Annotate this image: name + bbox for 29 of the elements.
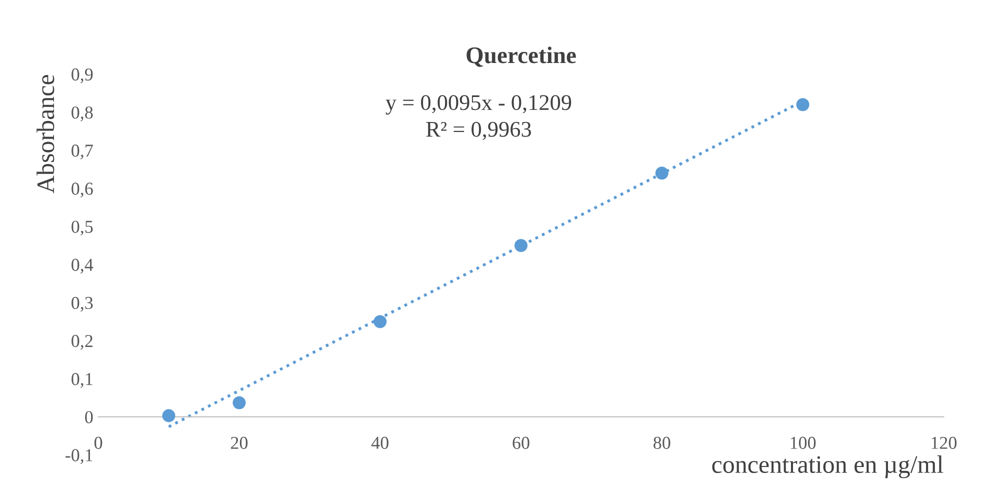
y-tick-label: 0,7 bbox=[72, 144, 93, 160]
y-tick-label: 0,9 bbox=[72, 68, 93, 84]
point bbox=[232, 396, 246, 410]
point bbox=[796, 98, 810, 112]
x-tick-label: 60 bbox=[512, 436, 530, 449]
y-tick-label: 0 bbox=[85, 411, 93, 424]
y-tick-label: -0,1 bbox=[66, 449, 92, 464]
annotation: y = 0,0095x - 0,1209 bbox=[386, 95, 572, 115]
x-tick-label: 80 bbox=[654, 436, 670, 449]
y-tick-label: 0,5 bbox=[72, 220, 93, 236]
point bbox=[162, 409, 176, 422]
point bbox=[514, 238, 528, 252]
x-tick-label: 100 bbox=[790, 436, 816, 449]
annotation: R² = 0,9963 bbox=[426, 122, 531, 140]
y-tick-label: 0,4 bbox=[72, 258, 94, 274]
point bbox=[655, 166, 668, 180]
y-axis-title: Absorbance bbox=[36, 75, 54, 194]
point bbox=[374, 315, 387, 328]
y-tick-label: 0,6 bbox=[72, 182, 93, 198]
y-tick-label: 0,8 bbox=[72, 106, 93, 122]
x-tick-label: 20 bbox=[230, 436, 248, 449]
x-tick-label: 0 bbox=[94, 436, 102, 449]
y-tick-label: 0,3 bbox=[72, 296, 93, 312]
y-tick-label: 0,2 bbox=[72, 334, 92, 350]
x-tick-label: 40 bbox=[371, 436, 388, 449]
x-axis-title: concentration en µg/ml bbox=[712, 455, 944, 478]
x-tick-label: 120 bbox=[932, 436, 957, 449]
chart-title: Quercetine bbox=[466, 46, 576, 67]
y-tick-label: 0,1 bbox=[72, 373, 92, 388]
